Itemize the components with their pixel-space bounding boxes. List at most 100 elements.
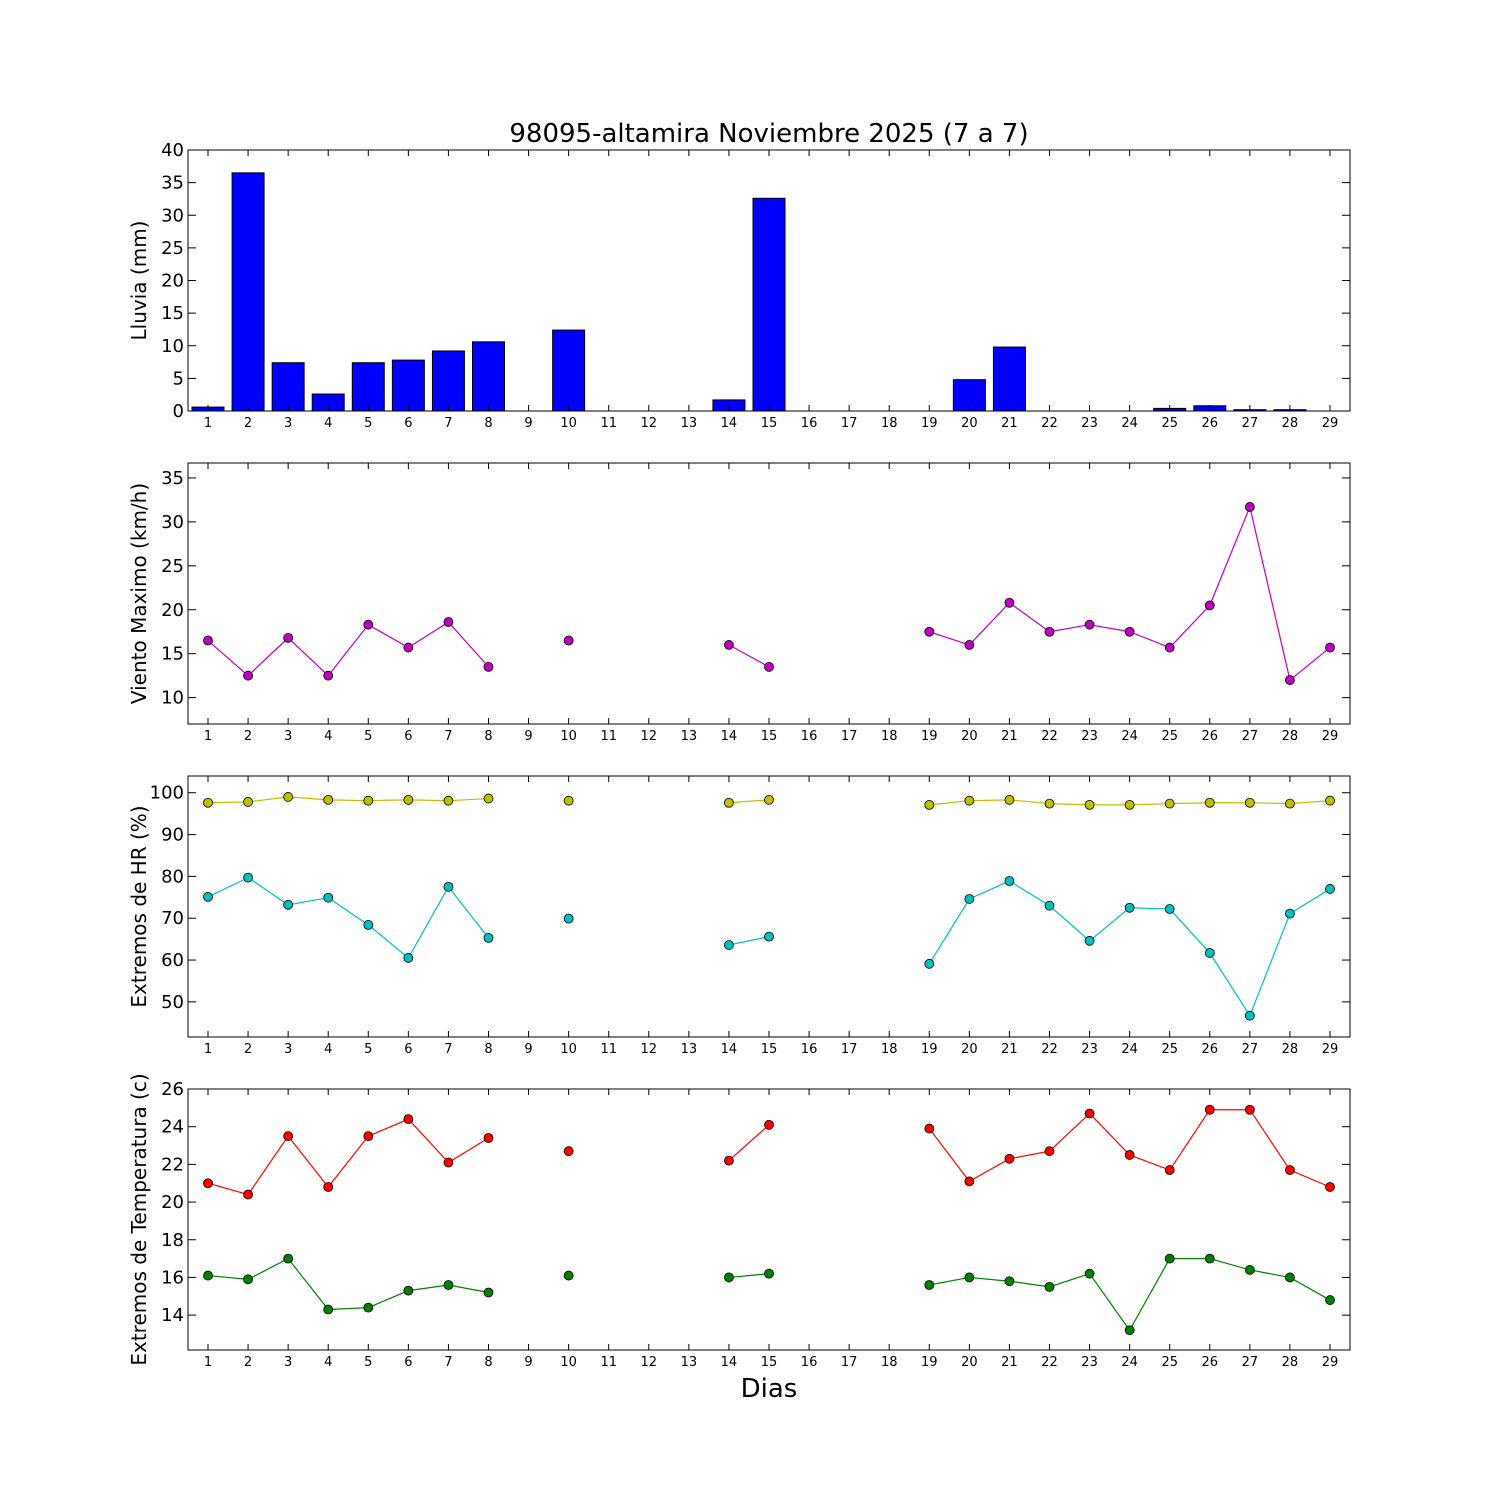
- data-point-day-20: [964, 640, 975, 650]
- x-tick-label: 16: [801, 1355, 818, 1370]
- x-tick-label: 4: [324, 1042, 332, 1057]
- data-point-day-22: [1044, 1146, 1055, 1157]
- x-tick-label: 29: [1322, 416, 1339, 431]
- series-line-tmin: [929, 1258, 1331, 1332]
- data-point-day-29: [1325, 795, 1335, 806]
- x-tick-label: 17: [841, 1042, 858, 1057]
- data-point-day-3: [283, 632, 294, 643]
- x-tick-label: 1: [204, 1042, 212, 1057]
- data-point-day-24: [1124, 799, 1135, 810]
- x-tick-label: 25: [1161, 1355, 1178, 1370]
- data-point-day-25: [1164, 798, 1175, 809]
- data-point-day-26: [1204, 948, 1215, 958]
- y-tick-label: 30: [161, 205, 184, 226]
- y-tick-label: 30: [161, 512, 184, 533]
- series-line-hr-min: [207, 876, 489, 959]
- x-tick-label: 13: [681, 416, 698, 431]
- bar-day-21: [992, 346, 1026, 412]
- data-point-day-21: [1004, 1153, 1015, 1164]
- data-point-day-21: [1004, 1276, 1015, 1287]
- data-point-day-22: [1044, 798, 1055, 809]
- x-tick-label: 9: [524, 416, 532, 431]
- data-point-day-15: [764, 794, 774, 805]
- y-tick-label: 35: [161, 173, 184, 194]
- x-tick-label: 29: [1322, 729, 1339, 744]
- x-tick-label: 15: [761, 1355, 778, 1370]
- data-point-day-27: [1244, 1265, 1255, 1275]
- x-tick-label: 17: [841, 416, 858, 431]
- x-tick-label: 14: [721, 1355, 738, 1370]
- series-line-hr-max: [728, 799, 770, 804]
- x-tick-label: 21: [1001, 1042, 1018, 1057]
- x-tick-label: 29: [1322, 1042, 1339, 1057]
- data-point-day-4: [323, 1182, 334, 1192]
- data-point-day-4: [323, 670, 334, 681]
- x-tick-label: 2: [244, 416, 252, 431]
- data-point-day-7: [443, 881, 454, 892]
- data-point-day-28: [1285, 1272, 1295, 1283]
- data-point-day-29: [1325, 642, 1335, 653]
- data-point-day-3: [283, 792, 294, 802]
- y-tick-label: 90: [161, 825, 184, 846]
- x-tick-label: 19: [921, 729, 938, 744]
- x-tick-label: 22: [1041, 416, 1058, 431]
- x-tick-label: 16: [801, 729, 818, 744]
- x-tick-label: 22: [1041, 1355, 1058, 1370]
- x-axis-label: Dias: [741, 1374, 798, 1404]
- data-point-day-24: [1124, 1150, 1135, 1160]
- x-tick-label: 1: [204, 729, 212, 744]
- x-tick-label: 25: [1161, 416, 1178, 431]
- bar-day-15: [752, 197, 786, 412]
- data-point-day-15: [764, 661, 774, 672]
- data-point-day-20: [964, 1272, 975, 1283]
- data-point-day-27: [1244, 1010, 1255, 1021]
- x-tick-label: 16: [801, 416, 818, 431]
- x-tick-label: 10: [560, 729, 577, 744]
- y-tick-label: 50: [161, 992, 184, 1013]
- y-tick-label: 0: [173, 401, 184, 422]
- data-point-day-25: [1164, 1253, 1175, 1264]
- data-point-day-27: [1244, 797, 1255, 808]
- data-point-day-28: [1285, 798, 1295, 809]
- series-line-viento-maximo: [929, 504, 1331, 682]
- x-tick-label: 19: [921, 1042, 938, 1057]
- x-tick-label: 18: [881, 416, 898, 431]
- x-tick-label: 2: [244, 729, 252, 744]
- x-tick-label: 1: [204, 1355, 212, 1370]
- data-point-day-6: [403, 642, 414, 653]
- x-tick-label: 24: [1121, 416, 1138, 431]
- data-point-day-2: [243, 872, 253, 883]
- x-tick-label: 19: [921, 1355, 938, 1370]
- y-tick-label: 40: [161, 140, 184, 161]
- x-tick-label: 14: [721, 416, 738, 431]
- data-point-day-22: [1044, 900, 1055, 911]
- data-point-day-10: [563, 1270, 574, 1281]
- y-axis-label: Lluvia (mm): [127, 221, 151, 341]
- data-point-day-3: [283, 1253, 294, 1264]
- data-point-day-5: [363, 1302, 374, 1313]
- x-tick-label: 6: [404, 416, 412, 431]
- x-tick-label: 23: [1081, 416, 1098, 431]
- data-point-day-3: [283, 1131, 294, 1142]
- x-tick-label: 11: [600, 1355, 617, 1370]
- data-point-day-20: [964, 795, 975, 806]
- y-tick-label: 14: [161, 1305, 184, 1326]
- series-line-viento-maximo: [207, 621, 489, 677]
- x-tick-label: 4: [324, 416, 332, 431]
- x-tick-label: 25: [1161, 1042, 1178, 1057]
- y-tick-label: 70: [161, 908, 184, 929]
- data-point-day-7: [443, 795, 454, 806]
- y-tick-label: 10: [161, 336, 184, 357]
- y-tick-label: 35: [161, 468, 184, 489]
- bar-day-2: [231, 172, 265, 412]
- data-point-day-10: [563, 795, 574, 806]
- y-tick-label: 18: [161, 1230, 184, 1251]
- x-tick-label: 25: [1161, 729, 1178, 744]
- x-tick-label: 20: [961, 1355, 978, 1370]
- x-tick-label: 11: [600, 1042, 617, 1057]
- x-tick-label: 12: [641, 1042, 658, 1057]
- x-tick-label: 10: [560, 1042, 577, 1057]
- bar-day-8: [472, 341, 505, 412]
- axes-frame: [187, 462, 1351, 725]
- x-tick-label: 20: [961, 729, 978, 744]
